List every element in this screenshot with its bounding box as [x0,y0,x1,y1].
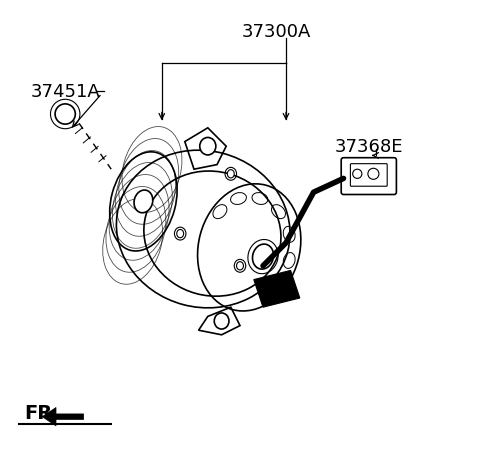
Circle shape [55,105,75,125]
Ellipse shape [252,245,274,269]
FancyBboxPatch shape [341,158,396,195]
Ellipse shape [134,190,153,213]
Text: 37368E: 37368E [335,138,403,156]
Ellipse shape [177,230,184,238]
Ellipse shape [200,138,216,156]
Text: 37451A: 37451A [30,83,100,101]
Polygon shape [254,271,300,308]
Ellipse shape [228,170,234,179]
Ellipse shape [237,262,243,270]
Text: 37300A: 37300A [242,23,312,41]
Text: FR.: FR. [24,403,60,423]
Ellipse shape [214,313,229,330]
Polygon shape [42,408,84,426]
